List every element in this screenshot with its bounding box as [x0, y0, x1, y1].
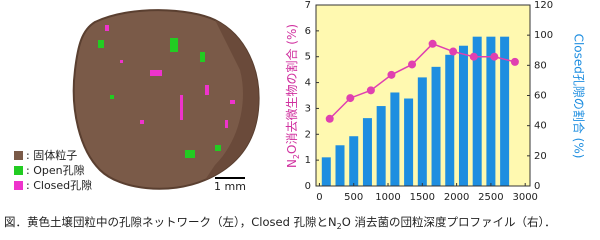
point: [449, 47, 458, 56]
bar: [362, 118, 372, 186]
y-tick-label: 0: [305, 181, 311, 192]
point: [408, 60, 417, 69]
y2-tick-label: 60: [534, 91, 547, 102]
open-pores: [98, 38, 221, 158]
figure: 1 mm : 固体粒子 : Open孔隙 : Closed孔隙 N2O消去微生物…: [4, 0, 587, 232]
y2-tick-label: 0: [534, 181, 540, 192]
bar: [321, 157, 331, 186]
closed-pores: [105, 25, 235, 128]
caption-part: O 消去菌の団粒深度プロファイル（右）．: [342, 215, 556, 229]
legend-label: : Closed孔隙: [26, 178, 92, 192]
legend-label: : Open孔隙: [26, 163, 85, 177]
y2-tick-label: 120: [534, 0, 553, 11]
bar: [445, 54, 455, 187]
bar: [486, 36, 496, 186]
caption-part: 図．黄色土壌団粒中の孔隙ネットワーク（左），Closed 孔隙とN: [4, 215, 337, 229]
legend-swatch: [14, 151, 23, 160]
x-tick-label: 0: [316, 192, 322, 203]
y-tick-label: 6: [305, 26, 311, 37]
caption: 図．黄色土壌団粒中の孔隙ネットワーク（左），Closed 孔隙とN2O 消去菌の…: [4, 215, 556, 232]
point: [428, 39, 437, 48]
y-tick-label: 5: [305, 52, 311, 63]
y-tick-label: 3: [305, 103, 311, 114]
line: [329, 42, 516, 120]
y2-tick-label: 100: [534, 30, 553, 41]
aggregate-shade: [205, 20, 259, 180]
point: [387, 70, 396, 79]
legend-label: : 固体粒子: [26, 148, 77, 162]
point: [325, 114, 334, 123]
x-tick-label: 3000: [512, 192, 537, 203]
point: [490, 52, 499, 61]
bar: [472, 36, 482, 186]
point: [510, 57, 519, 66]
bar: [417, 77, 427, 186]
y2-tick-label: 20: [534, 151, 547, 162]
scale-bar-label: 1 mm: [214, 180, 246, 193]
bar: [458, 45, 468, 186]
point: [469, 52, 478, 61]
bar: [404, 98, 414, 186]
y2-axis-title: Closed孔隙の割合 (%): [572, 34, 587, 159]
y-tick-label: 4: [305, 78, 311, 89]
y-tick-label: 7: [305, 0, 311, 11]
x-tick-label: 1500: [410, 192, 435, 203]
y-axis-title: N2O消去微生物の割合 (%): [284, 24, 302, 168]
bar: [500, 36, 510, 186]
bar: [335, 145, 345, 186]
y-tick-label: 1: [305, 155, 311, 166]
y2-tick-label: 80: [534, 60, 547, 71]
caption-part: 2: [337, 222, 342, 231]
x-tick-label: 2000: [444, 192, 469, 203]
soil-image: 1 mm : 固体粒子 : Open孔隙 : Closed孔隙: [14, 9, 260, 193]
y2-tick-label: 40: [534, 121, 547, 132]
x-tick-label: 2500: [478, 192, 503, 203]
bar: [431, 66, 441, 186]
bar: [349, 136, 359, 186]
point: [346, 94, 355, 103]
legend-swatch: [14, 181, 23, 190]
page: {"left_panel": {"legend": [": 固体粒子", ": …: [4, 0, 587, 232]
x-tick-label: 1000: [375, 192, 400, 203]
y-title-part: 2: [292, 154, 301, 159]
point: [366, 86, 375, 95]
legend-swatch: [14, 166, 23, 175]
y-title-part: O消去微生物の割合 (%): [284, 24, 299, 154]
bar: [390, 92, 400, 186]
y-title-part: N: [285, 159, 299, 168]
x-tick-label: 500: [344, 192, 363, 203]
bar: [376, 106, 386, 186]
y-tick-label: 2: [305, 129, 311, 140]
